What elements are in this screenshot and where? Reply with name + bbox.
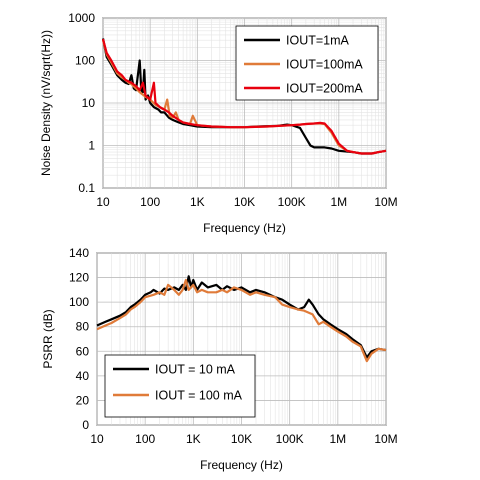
x-tick-label: 1M [330,195,347,209]
legend-label: IOUT=1mA [286,34,350,48]
noise-density-chart: 10 100 1K 10K 100K 1M 10M 0.1 1 10 100 1000 Frequen… [39,11,398,235]
x-tick-label: 100 [140,195,160,209]
y-tick-label: 20 [76,393,90,407]
y-tick-label: 0.1 [78,181,95,195]
x-tick-label: 10 [96,195,110,209]
noise-tick-labels: 10 100 1K 10K 100K 1M 10M 0.1 1 10 100 1000 [68,11,397,209]
noise-x-axis-label: Frequency (Hz) [203,221,286,235]
x-tick-label: 100K [276,432,304,446]
x-tick-label: 1M [329,432,346,446]
noise-legend: IOUT=1mA IOUT=100mA IOUT=200mA [235,25,379,101]
psrr-legend: IOUT = 10 mA IOUT = 100 mA [104,354,256,418]
psrr-chart: 10 100 1K 10K 100K 1M 10M 0 20 40 60 80 100 120 140 Fr… [41,246,398,472]
psrr-y-axis-label: PSRR (dB) [41,309,55,368]
x-tick-label: 100 [135,432,155,446]
y-tick-label: 80 [76,320,90,334]
x-tick-label: 10K [231,432,252,446]
y-tick-label: 40 [76,369,90,383]
x-tick-label: 10M [374,195,397,209]
y-tick-label: 100 [69,295,89,309]
series-line-1 [101,38,387,155]
legend-label: IOUT = 10 mA [155,363,236,377]
legend-box [104,354,256,418]
x-tick-label: 10K [234,195,255,209]
x-tick-label: 1K [190,195,205,209]
y-tick-label: 120 [69,271,89,285]
y-tick-label: 10 [82,96,96,110]
noise-y-axis-label: Noise Density (nV/sqrt(Hz)) [39,30,53,176]
y-tick-label: 1 [88,139,95,153]
y-tick-label: 0 [82,418,89,432]
y-tick-label: 1000 [68,11,95,25]
x-tick-label: 10M [374,432,397,446]
noise-series [101,38,387,155]
psrr-tick-labels: 10 100 1K 10K 100K 1M 10M 0 20 40 60 80 100 120 140 [69,246,398,446]
psrr-series [96,275,387,363]
y-tick-label: 100 [75,54,95,68]
legend-label: IOUT=200mA [286,82,363,96]
y-tick-label: 140 [69,246,89,260]
legend-label: IOUT = 100 mA [155,389,243,403]
series-line-3 [101,38,387,155]
x-tick-label: 1K [186,432,201,446]
series-line-1 [96,275,387,359]
psrr-x-axis-label: Frequency (Hz) [200,458,283,472]
y-tick-label: 60 [76,344,90,358]
x-tick-label: 100K [278,195,306,209]
series-line-2 [96,278,387,363]
legend-label: IOUT=100mA [286,58,363,72]
x-tick-label: 10 [90,432,104,446]
